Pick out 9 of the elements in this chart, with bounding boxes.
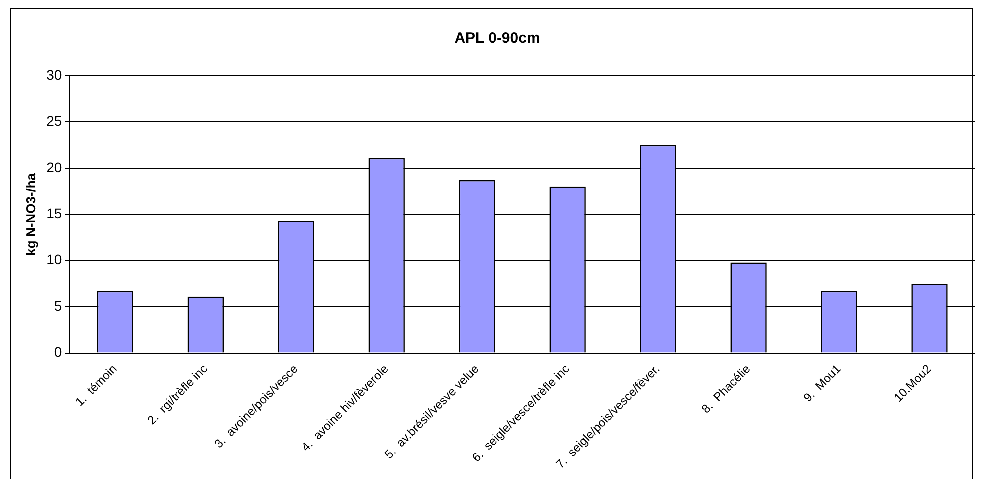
y-tick-label: 25: [46, 113, 62, 130]
chart-title: APL 0-90cm: [454, 30, 540, 48]
y-tick-label: 0: [54, 344, 62, 360]
y-tick-label: 5: [54, 298, 62, 314]
y-axis-title: kg N-NO3-/ha: [23, 172, 38, 256]
y-tick-label: 30: [46, 66, 62, 83]
y-tick-label: 10: [46, 252, 62, 268]
y-tick-label: 20: [46, 159, 62, 176]
y-tick-label: 15: [46, 206, 62, 222]
